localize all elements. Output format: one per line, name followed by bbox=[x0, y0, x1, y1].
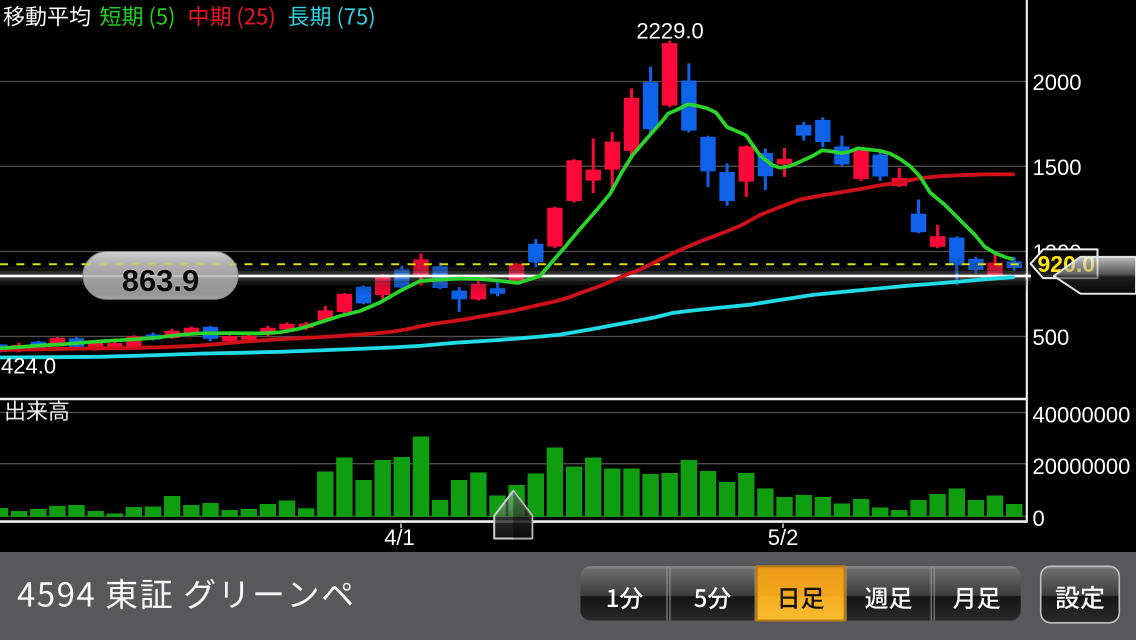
svg-text:2000: 2000 bbox=[1033, 70, 1082, 95]
svg-text:424.0: 424.0 bbox=[1, 354, 56, 379]
svg-text:20000000: 20000000 bbox=[1033, 454, 1131, 479]
svg-text:2229.0: 2229.0 bbox=[636, 19, 703, 44]
svg-text:40000000: 40000000 bbox=[1033, 402, 1131, 427]
svg-text:0: 0 bbox=[1033, 506, 1045, 531]
svg-text:863.9: 863.9 bbox=[122, 262, 200, 297]
svg-text:5/2: 5/2 bbox=[768, 525, 799, 550]
svg-text:500: 500 bbox=[1033, 325, 1070, 350]
svg-text:4/1: 4/1 bbox=[384, 525, 415, 550]
svg-text:863.9: 863.9 bbox=[122, 263, 200, 298]
svg-text:1500: 1500 bbox=[1033, 155, 1082, 180]
